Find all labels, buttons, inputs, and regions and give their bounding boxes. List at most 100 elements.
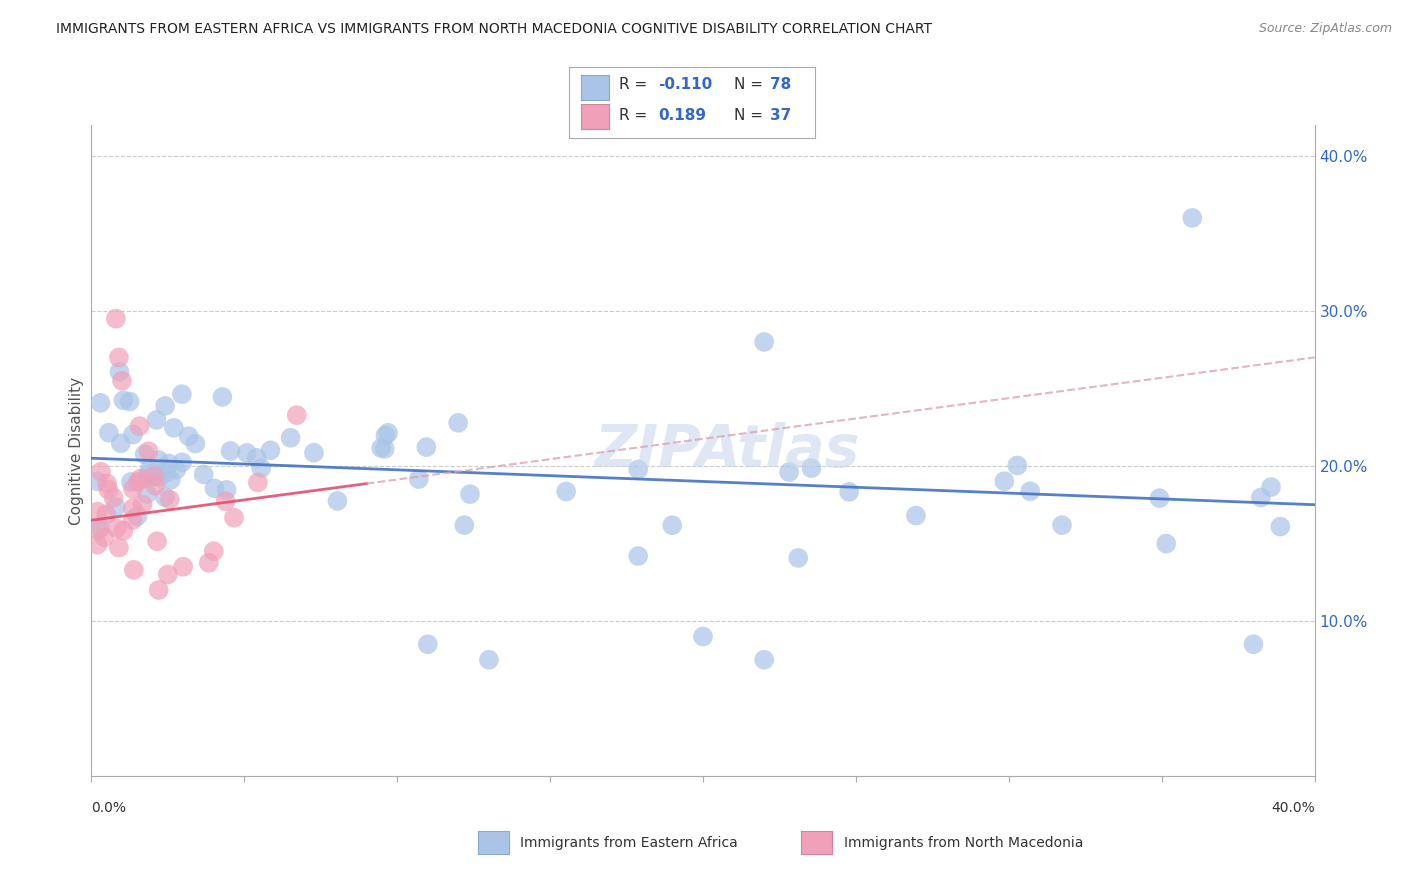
- Text: -0.110: -0.110: [658, 78, 713, 92]
- Point: [129, 472, 152, 486]
- Point: [108, 351, 131, 365]
- Text: Source: ZipAtlas.com: Source: ZipAtlas.com: [1258, 22, 1392, 36]
- Point: [165, 463, 187, 477]
- Point: [214, 494, 236, 508]
- Point: [122, 501, 145, 516]
- Point: [1019, 484, 1042, 499]
- Point: [159, 492, 181, 507]
- Point: [692, 630, 714, 644]
- Point: [136, 471, 159, 485]
- Point: [96, 508, 118, 522]
- Point: [146, 469, 169, 483]
- Text: Immigrants from Eastern Africa: Immigrants from Eastern Africa: [520, 836, 738, 850]
- Text: IMMIGRANTS FROM EASTERN AFRICA VS IMMIGRANTS FROM NORTH MACEDONIA COGNITIVE DISA: IMMIGRANTS FROM EASTERN AFRICA VS IMMIGR…: [56, 22, 932, 37]
- Point: [193, 467, 215, 482]
- Text: N =: N =: [734, 78, 763, 92]
- Point: [202, 544, 225, 558]
- Point: [170, 455, 193, 469]
- Point: [377, 425, 399, 440]
- Text: N =: N =: [734, 108, 763, 122]
- Point: [259, 443, 281, 458]
- Point: [145, 413, 167, 427]
- Point: [661, 518, 683, 533]
- Point: [97, 483, 120, 497]
- Point: [204, 481, 226, 495]
- Point: [121, 513, 143, 527]
- Point: [197, 556, 219, 570]
- Point: [211, 390, 233, 404]
- Point: [103, 491, 125, 505]
- Point: [787, 550, 810, 565]
- Point: [754, 334, 776, 349]
- Point: [108, 541, 131, 555]
- Point: [112, 524, 135, 538]
- Point: [86, 475, 108, 489]
- Point: [138, 444, 160, 458]
- Point: [93, 530, 115, 544]
- Point: [128, 419, 150, 434]
- Point: [250, 461, 273, 475]
- Point: [993, 474, 1015, 488]
- Point: [1181, 211, 1204, 225]
- Point: [148, 582, 170, 597]
- Point: [627, 462, 650, 476]
- Point: [86, 505, 108, 519]
- Point: [127, 475, 149, 489]
- Point: [143, 469, 166, 483]
- Point: [374, 428, 396, 442]
- Point: [86, 538, 108, 552]
- Point: [627, 549, 650, 563]
- Point: [122, 563, 145, 577]
- Point: [97, 425, 120, 440]
- Point: [219, 444, 242, 458]
- Point: [370, 441, 392, 455]
- Point: [118, 394, 141, 409]
- Point: [285, 408, 308, 422]
- Point: [1260, 480, 1282, 494]
- Point: [374, 442, 396, 456]
- Point: [453, 518, 475, 533]
- Text: 78: 78: [770, 78, 792, 92]
- Point: [408, 472, 430, 486]
- Text: 0.0%: 0.0%: [91, 801, 127, 814]
- Point: [302, 446, 325, 460]
- Point: [246, 450, 269, 465]
- Point: [138, 467, 160, 481]
- Point: [172, 559, 194, 574]
- Point: [110, 436, 132, 450]
- Point: [120, 475, 142, 489]
- Point: [148, 470, 170, 484]
- Point: [143, 478, 166, 492]
- Text: Immigrants from North Macedonia: Immigrants from North Macedonia: [844, 836, 1083, 850]
- Point: [159, 473, 181, 487]
- Point: [326, 494, 349, 508]
- Point: [148, 453, 170, 467]
- Point: [778, 465, 800, 479]
- Text: ZIPAtlas: ZIPAtlas: [595, 422, 860, 479]
- Point: [153, 490, 176, 504]
- Point: [904, 508, 927, 523]
- Point: [280, 431, 302, 445]
- Point: [1243, 637, 1265, 651]
- Point: [111, 374, 134, 388]
- Point: [90, 465, 112, 479]
- Y-axis label: Cognitive Disability: Cognitive Disability: [69, 376, 84, 524]
- Point: [156, 567, 179, 582]
- Point: [800, 461, 823, 475]
- Point: [478, 653, 501, 667]
- Point: [458, 487, 481, 501]
- Point: [1154, 536, 1177, 550]
- Point: [96, 476, 118, 491]
- Point: [136, 487, 159, 501]
- Point: [146, 534, 169, 549]
- Point: [1050, 518, 1073, 533]
- Point: [163, 421, 186, 435]
- Point: [170, 387, 193, 401]
- Point: [104, 500, 127, 514]
- Text: R =: R =: [619, 78, 647, 92]
- Point: [177, 429, 200, 443]
- Point: [1007, 458, 1029, 473]
- Point: [155, 466, 177, 480]
- Point: [1270, 519, 1292, 533]
- Point: [222, 510, 245, 524]
